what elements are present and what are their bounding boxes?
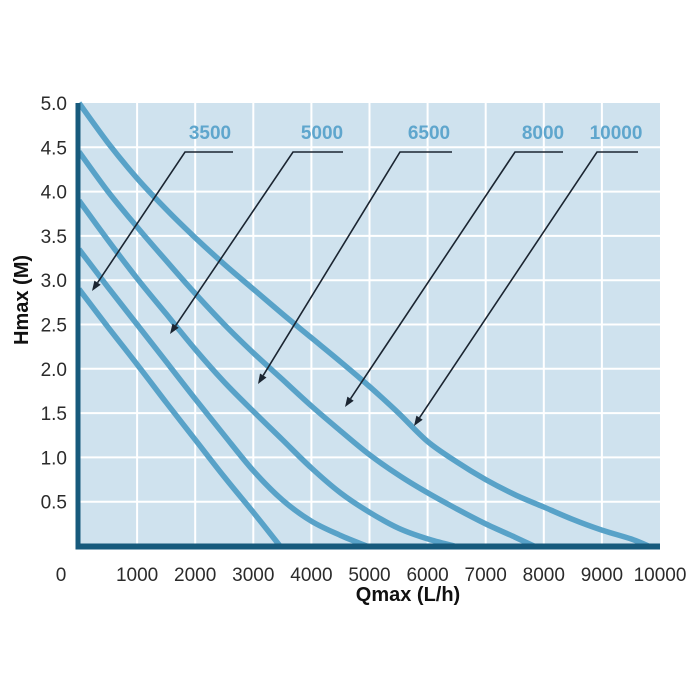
x-tick-label-1000: 1000 [116, 565, 158, 586]
callout-arrowhead-3500 [92, 280, 101, 291]
x-tick-label-5000: 5000 [348, 565, 390, 586]
x-tick-label-8000: 8000 [523, 565, 565, 586]
x-tick-label-7000: 7000 [465, 565, 507, 586]
curve-8000 [76, 150, 536, 549]
callout-arrowhead-5000 [170, 323, 179, 334]
x-tick-label-4000: 4000 [290, 565, 332, 586]
curve-3500 [76, 287, 283, 548]
callout-line-8000 [349, 151, 563, 400]
y-tick-label-5.0: 5.0 [41, 94, 67, 115]
x-tick-label-6000: 6000 [406, 565, 448, 586]
curve-label-8000: 8000 [522, 123, 564, 144]
x-tick-label-2000: 2000 [174, 565, 216, 586]
curve-5000 [76, 247, 368, 549]
tick-label-layer: 0 1000 2000 3000 4000 5000 6000 7000 8000 9000 100… [41, 94, 687, 586]
y-axis-bar [75, 103, 81, 550]
y-tick-label-1.5: 1.5 [41, 404, 67, 425]
y-tick-label-3.0: 3.0 [41, 271, 67, 292]
callout-arrowhead-8000 [345, 396, 354, 407]
x-tick-label-3000: 3000 [232, 565, 274, 586]
curve-label-3500: 3500 [189, 123, 231, 144]
callout-arrowhead-10000 [414, 415, 423, 426]
y-tick-label-2.5: 2.5 [41, 316, 67, 337]
y-axis-title: Hmax (M) [11, 255, 33, 345]
curve-label-10000: 10000 [590, 123, 643, 144]
curve-label-5000: 5000 [301, 123, 343, 144]
y-tick-label-3.5: 3.5 [41, 227, 67, 248]
curve-6500 [76, 198, 456, 549]
callout-line-6500 [262, 151, 452, 376]
x-axis-bar [75, 543, 660, 550]
curve-label-6500: 6500 [408, 123, 450, 144]
y-tick-label-1.0: 1.0 [41, 448, 67, 469]
x-tick-label-10000: 10000 [634, 565, 687, 586]
curve-layer [76, 101, 650, 549]
x-tick-label-0: 0 [56, 565, 67, 586]
callout-arrowhead-6500 [258, 373, 267, 384]
callout-arrow-layer: 3500 5000 6500 8000 10000 [92, 123, 642, 426]
y-tick-label-2.0: 2.0 [41, 360, 67, 381]
axis-bar-layer [75, 103, 660, 550]
curve-10000 [76, 101, 650, 549]
x-tick-label-9000: 9000 [581, 565, 623, 586]
y-tick-label-4.0: 4.0 [41, 183, 67, 204]
callout-line-10000 [418, 151, 638, 419]
y-tick-label-4.5: 4.5 [41, 138, 67, 159]
callout-line-5000 [174, 151, 343, 327]
y-tick-label-0.5: 0.5 [41, 493, 67, 514]
callout-line-3500 [96, 151, 233, 284]
x-axis-title: Qmax (L/h) [356, 584, 460, 606]
